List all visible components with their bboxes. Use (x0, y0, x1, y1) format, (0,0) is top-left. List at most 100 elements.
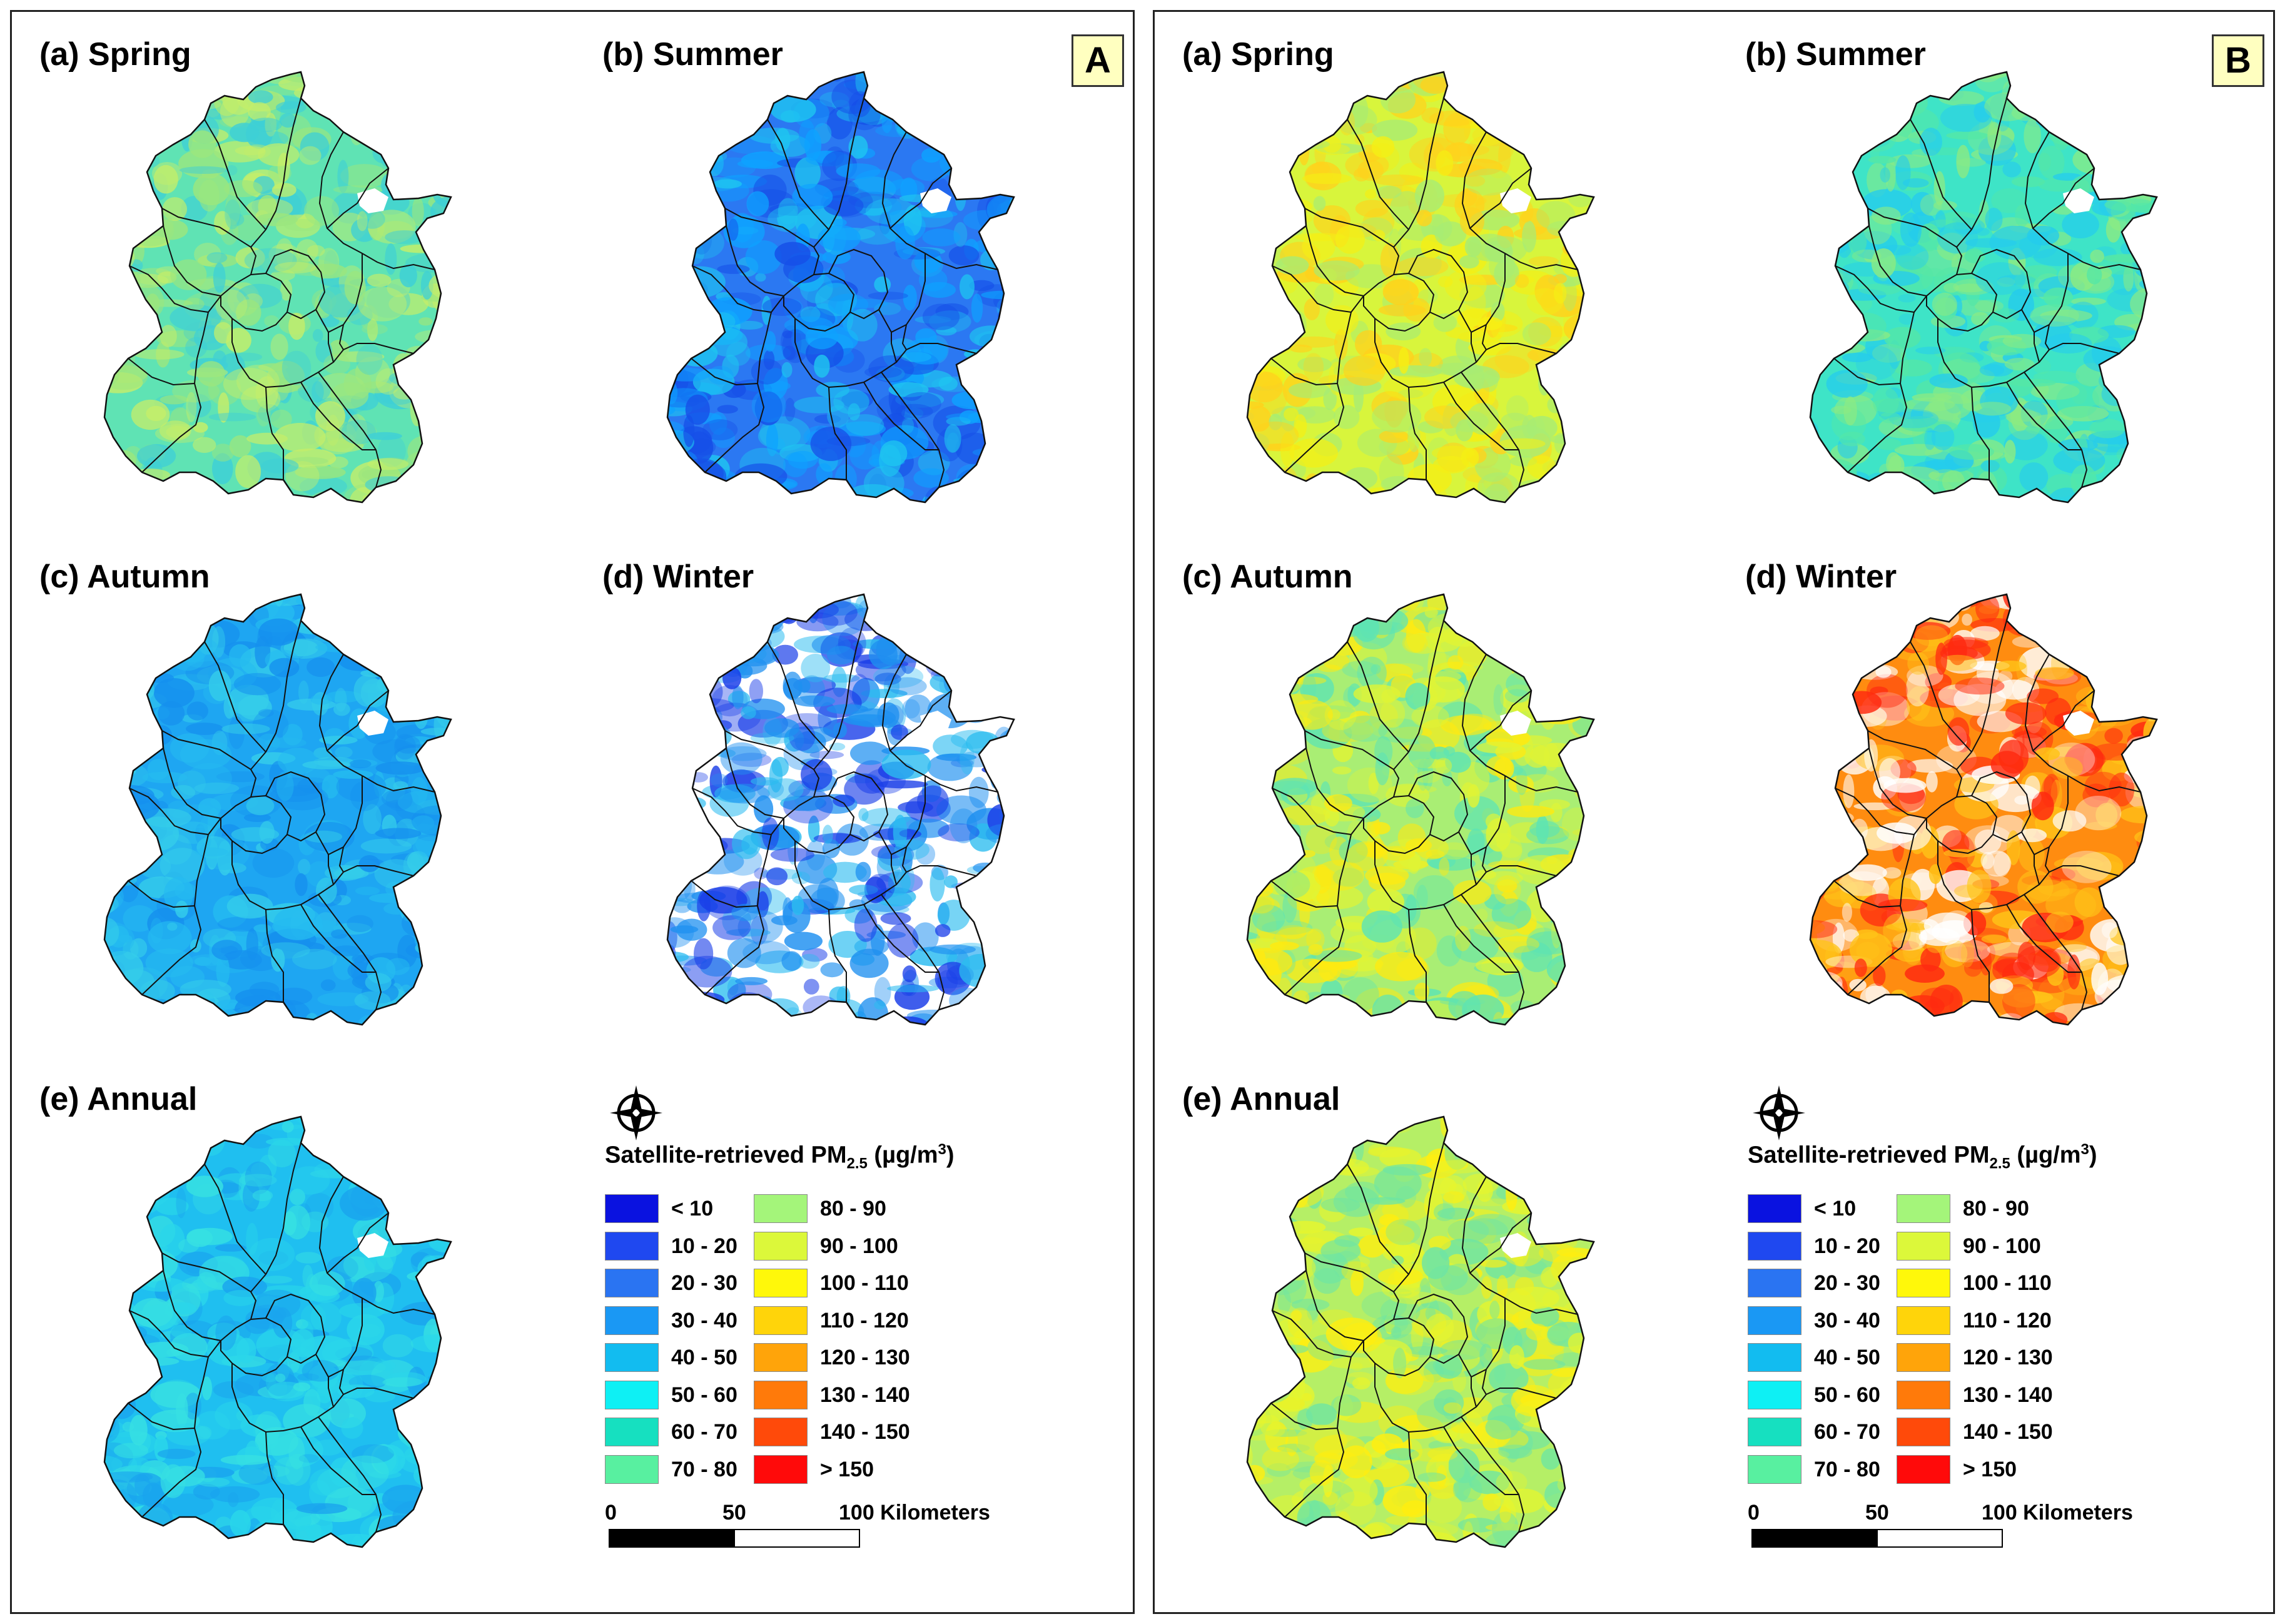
pm-pixel-cluster (2117, 653, 2157, 688)
pm-pixel-cluster (731, 753, 772, 767)
pm-pixel-cluster (969, 280, 995, 292)
pm-pixel-cluster (1228, 357, 1242, 375)
pm-pixel-cluster (1420, 76, 1450, 94)
pm-pixel-cluster (1296, 855, 1317, 889)
pm-pixel-cluster (1878, 898, 1928, 911)
pm-pixel-cluster (385, 230, 425, 245)
pm-pixel-cluster (104, 709, 109, 741)
district-boundary (1956, 769, 2032, 842)
pm-pixel-cluster (428, 1272, 450, 1281)
pm-pixel-cluster (1495, 72, 1542, 87)
pm-pixel-cluster (768, 778, 804, 801)
pm-pixel-cluster (2163, 331, 2179, 345)
pm-pixel-cluster (924, 486, 953, 502)
pm-pixel-cluster (1403, 298, 1431, 322)
pm-pixel-cluster (622, 640, 649, 654)
pm-pixel-cluster (1216, 984, 1229, 1018)
pm-pixel-cluster (1573, 927, 1584, 947)
pm-pixel-cluster (1373, 75, 1386, 92)
pm-pixel-cluster (1247, 811, 1251, 823)
pm-pixel-cluster (784, 594, 798, 609)
pm-pixel-cluster (104, 1262, 151, 1286)
pm-pixel-cluster (2138, 609, 2157, 641)
pm-pixel-cluster (944, 875, 958, 888)
district-boundary (704, 834, 772, 995)
pm-pixel-cluster (2042, 1012, 2068, 1025)
pm-pixel-cluster (298, 859, 311, 875)
pm-pixel-cluster (1286, 958, 1338, 983)
pm-pixel-cluster (1494, 758, 1514, 780)
pm-pixel-cluster (1280, 432, 1295, 467)
district-boundary (362, 1297, 435, 1315)
pm-pixel-cluster (1810, 786, 1838, 818)
district-boundary (327, 168, 389, 229)
pm-pixel-cluster (2008, 410, 2042, 422)
pm-pixel-cluster (782, 330, 794, 338)
pm-pixel-cluster (833, 348, 865, 373)
pm-pixel-cluster (2133, 365, 2152, 400)
pm-pixel-cluster (989, 987, 1012, 1008)
pm-pixel-cluster (250, 493, 273, 502)
pm-pixel-cluster (918, 126, 936, 134)
pm-pixel-cluster (2089, 419, 2125, 439)
pm-pixel-cluster (1284, 407, 1299, 422)
pm-pixel-cluster (1522, 322, 1551, 346)
pm-pixel-cluster (667, 335, 695, 345)
pm-pixel-cluster (1938, 654, 1977, 671)
pm-pixel-cluster (338, 1164, 369, 1172)
pm-pixel-cluster (305, 768, 330, 783)
pm-pixel-cluster (2156, 293, 2157, 312)
pm-pixel-cluster (63, 385, 101, 402)
pm-pixel-cluster (133, 607, 179, 619)
pm-pixel-cluster (414, 875, 451, 887)
pm-pixel-cluster (407, 1081, 420, 1110)
pm-pixel-cluster (1565, 383, 1590, 398)
pm-pixel-cluster (896, 600, 926, 627)
pm-pixel-cluster (1208, 632, 1246, 654)
pm-pixel-cluster (52, 782, 101, 806)
pm-pixel-cluster (1347, 841, 1388, 871)
pm-pixel-cluster (1766, 335, 1783, 360)
pm-pixel-cluster (2144, 211, 2157, 225)
pm-pixel-cluster (1932, 573, 1978, 591)
pm-pixel-cluster (973, 888, 1014, 911)
pm-pixel-cluster (2074, 1016, 2092, 1025)
district-boundary (1408, 909, 1427, 1002)
pm-pixel-cluster (295, 873, 308, 896)
pm-pixel-cluster (1005, 305, 1014, 335)
pm-pixel-cluster (1451, 928, 1499, 963)
pm-pixel-cluster (676, 136, 715, 159)
pm-pixel-cluster (428, 1231, 451, 1253)
district-boundary (925, 253, 998, 270)
beijing-map (1766, 39, 2179, 504)
pm-pixel-cluster (749, 679, 763, 704)
pm-pixel-cluster (2097, 120, 2134, 143)
pm-pixel-cluster (296, 1503, 348, 1515)
pm-pixel-cluster (2002, 161, 2021, 178)
pm-pixel-cluster (200, 1117, 216, 1126)
pm-pixel-cluster (745, 240, 782, 275)
pm-pixel-cluster (678, 194, 704, 228)
pm-pixel-cluster (1555, 482, 1569, 496)
pm-pixel-cluster (385, 84, 415, 96)
pm-pixel-cluster (1776, 355, 1808, 367)
pm-pixel-cluster (902, 965, 916, 983)
pm-pixel-cluster (2147, 499, 2157, 502)
pm-pixel-cluster (2012, 77, 2042, 104)
pm-pixel-cluster (272, 1553, 320, 1571)
pm-pixel-cluster (400, 1301, 451, 1326)
pm-pixel-cluster (341, 420, 377, 445)
pm-pixel-cluster (801, 654, 831, 683)
pm-pixel-cluster (104, 1204, 136, 1231)
pm-pixel-cluster (182, 1276, 218, 1294)
pm-pixel-cluster (1529, 626, 1541, 653)
pm-pixel-cluster (275, 1373, 286, 1383)
pm-pixel-cluster (670, 831, 721, 863)
pm-pixel-cluster (1566, 602, 1594, 620)
pm-pixel-cluster (1208, 510, 1258, 536)
pm-pixel-cluster (2001, 39, 2048, 66)
pm-pixel-cluster (355, 72, 401, 74)
pm-pixel-cluster (433, 111, 451, 130)
pm-pixel-cluster (1907, 665, 1943, 687)
pm-pixel-cluster (243, 144, 271, 159)
